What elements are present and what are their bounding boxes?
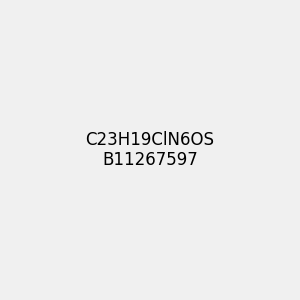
Text: C23H19ClN6OS
B11267597: C23H19ClN6OS B11267597 — [85, 130, 214, 170]
